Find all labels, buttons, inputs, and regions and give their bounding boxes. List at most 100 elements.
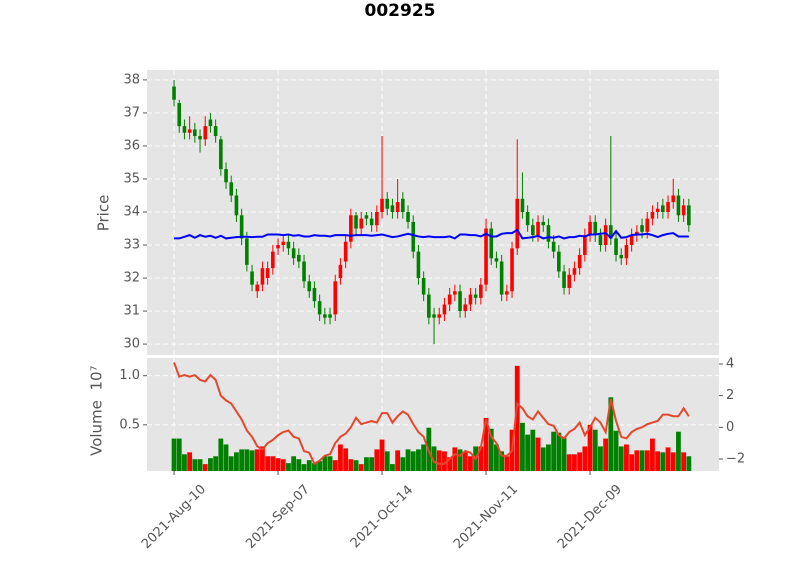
candle-body xyxy=(557,251,561,272)
candle-body xyxy=(603,225,608,246)
candle-body xyxy=(187,129,192,133)
y-tick-label: 30 xyxy=(123,337,140,352)
volume-bar xyxy=(364,457,369,471)
candle-body xyxy=(390,205,395,213)
volume-bar xyxy=(478,446,484,471)
volume-bar xyxy=(244,449,250,471)
volume-bar xyxy=(462,452,468,471)
volume-offset-label: 10⁷ xyxy=(88,365,106,390)
candle-body xyxy=(499,261,504,295)
volume-bar xyxy=(660,452,666,471)
volume-bar xyxy=(572,454,577,471)
volume-bar xyxy=(400,457,406,471)
candle-body xyxy=(681,205,686,216)
volume-bar xyxy=(254,449,260,471)
candle-body xyxy=(494,258,499,262)
moving-average-line xyxy=(174,228,689,240)
volume-bar xyxy=(587,424,593,471)
volume-bar xyxy=(369,457,375,471)
volume-bar xyxy=(608,397,614,471)
x-tick-label: 2021-Aug-10 xyxy=(139,482,209,552)
candle-body xyxy=(541,221,546,226)
candle-body xyxy=(619,254,624,259)
volume-bar xyxy=(332,460,338,471)
candle-body xyxy=(271,251,275,269)
candle-body xyxy=(666,202,670,213)
candle-body xyxy=(447,294,452,305)
candle-body xyxy=(645,218,650,232)
volume-bar xyxy=(374,449,380,471)
volume-bar xyxy=(270,456,276,471)
volume-bar xyxy=(618,446,624,471)
volume-bar xyxy=(561,437,567,471)
volume-bar xyxy=(577,452,583,471)
candle-body xyxy=(369,218,374,226)
volume-bar xyxy=(504,456,510,471)
candle-body xyxy=(323,314,327,318)
candle-body xyxy=(193,129,197,137)
volume-bar xyxy=(613,430,619,471)
volume-bar xyxy=(384,451,390,471)
candle-body xyxy=(421,278,426,295)
volume-bar xyxy=(296,459,302,471)
volume-bar xyxy=(634,450,640,471)
candle-body xyxy=(219,139,223,170)
y2-tick-label: 2 xyxy=(726,388,734,403)
x-tick-label: 2021-Sep-07 xyxy=(243,482,313,552)
y-tick-label: 38 xyxy=(123,72,140,87)
volume-bar xyxy=(556,432,562,471)
volume-bar xyxy=(525,434,531,471)
volume-bar xyxy=(468,456,473,471)
candle-body xyxy=(203,126,208,140)
volume-bar xyxy=(280,459,286,471)
candle-body xyxy=(463,304,468,312)
y-tick-label: 32 xyxy=(123,271,140,286)
y-tick-label: 0.5 xyxy=(119,417,140,432)
y-axis-label: Price xyxy=(95,195,113,232)
candle-body xyxy=(198,136,202,140)
candle-body xyxy=(182,126,187,133)
volume-bar xyxy=(306,460,312,471)
volume-bar xyxy=(202,464,208,471)
candle-body xyxy=(411,221,416,252)
volume-bar xyxy=(208,458,213,471)
candle-body xyxy=(427,294,431,318)
candle-body xyxy=(338,264,343,279)
candle-body xyxy=(317,301,322,315)
candle-body xyxy=(364,215,369,219)
candle-body xyxy=(343,241,348,262)
candle-body xyxy=(479,284,483,298)
volume-bar xyxy=(260,446,265,471)
candle-body xyxy=(349,215,353,242)
y2-tick-label: 0 xyxy=(726,420,734,435)
volume-bar xyxy=(416,449,421,471)
candle-body xyxy=(395,202,400,213)
candle-body xyxy=(260,268,265,285)
candle-body xyxy=(671,195,676,203)
chart-title: 002925 xyxy=(365,1,436,21)
candle-body xyxy=(354,215,358,229)
volume-bar xyxy=(535,437,541,471)
volume-bar xyxy=(488,428,494,471)
x-tick-label: 2021-Nov-11 xyxy=(451,482,521,552)
volume-bar xyxy=(218,438,224,471)
candle-body xyxy=(458,291,462,312)
candle-body xyxy=(442,304,447,315)
candle-body xyxy=(614,238,618,255)
candle-body xyxy=(234,195,239,216)
candle-body xyxy=(655,208,660,213)
candle-body xyxy=(468,294,473,305)
y-tick-label: 33 xyxy=(123,238,140,253)
candle-body xyxy=(505,291,509,295)
volume-bar xyxy=(327,456,333,471)
candle-body xyxy=(609,225,613,239)
volume-bar xyxy=(431,446,437,471)
candle-body xyxy=(239,215,244,239)
candle-body xyxy=(515,198,520,249)
volume-bar xyxy=(681,452,687,471)
candle-body xyxy=(577,254,582,269)
y-tick-label: 1.0 xyxy=(119,368,140,383)
x-tick-label: 2021-Dec-09 xyxy=(555,482,625,552)
y-tick-label: 36 xyxy=(123,138,140,153)
candle-body xyxy=(640,225,644,232)
